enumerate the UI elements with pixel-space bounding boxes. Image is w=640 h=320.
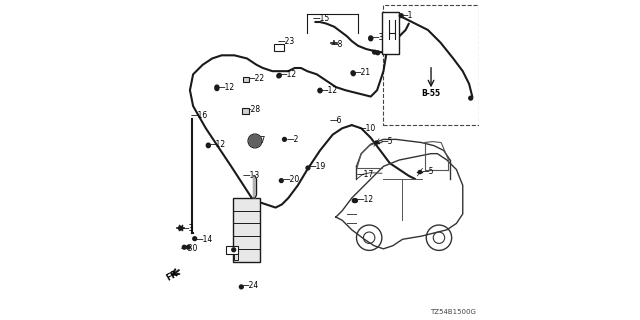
Text: —12: —12 bbox=[321, 86, 338, 95]
Bar bbox=[234, 254, 238, 260]
Text: —8: —8 bbox=[331, 40, 344, 49]
Circle shape bbox=[232, 248, 236, 252]
Polygon shape bbox=[253, 176, 257, 198]
Text: —20: —20 bbox=[283, 175, 300, 184]
Circle shape bbox=[239, 285, 243, 289]
Circle shape bbox=[215, 85, 219, 89]
Text: TZ54B1500G: TZ54B1500G bbox=[429, 309, 476, 316]
Text: —12: —12 bbox=[280, 70, 297, 79]
Text: FR.: FR. bbox=[164, 267, 182, 283]
Circle shape bbox=[207, 144, 211, 148]
Circle shape bbox=[306, 166, 310, 170]
Circle shape bbox=[376, 51, 380, 55]
Bar bbox=[274, 44, 284, 51]
Text: —10: —10 bbox=[359, 124, 376, 133]
Text: —5: —5 bbox=[422, 167, 434, 176]
Circle shape bbox=[318, 88, 322, 92]
Circle shape bbox=[215, 87, 219, 91]
Circle shape bbox=[278, 73, 282, 77]
Circle shape bbox=[283, 138, 286, 141]
Text: —31: —31 bbox=[372, 33, 389, 42]
Circle shape bbox=[249, 135, 260, 147]
Circle shape bbox=[351, 71, 355, 75]
Text: —11: —11 bbox=[236, 254, 253, 263]
Text: —28: —28 bbox=[244, 105, 261, 114]
Circle shape bbox=[193, 237, 196, 241]
Text: —15: —15 bbox=[313, 14, 330, 23]
Circle shape bbox=[468, 96, 472, 100]
Text: —4: —4 bbox=[236, 244, 248, 253]
Circle shape bbox=[354, 199, 357, 203]
Circle shape bbox=[375, 141, 378, 144]
Circle shape bbox=[182, 245, 186, 249]
Text: B-55: B-55 bbox=[421, 89, 440, 98]
Text: —17: —17 bbox=[357, 171, 374, 180]
FancyBboxPatch shape bbox=[382, 12, 399, 54]
Text: —1: —1 bbox=[401, 11, 413, 20]
Circle shape bbox=[369, 37, 372, 41]
Circle shape bbox=[351, 72, 355, 76]
Circle shape bbox=[207, 143, 211, 147]
Circle shape bbox=[318, 89, 322, 93]
Circle shape bbox=[353, 199, 356, 203]
Circle shape bbox=[372, 50, 376, 54]
Text: —22: —22 bbox=[248, 74, 265, 83]
Circle shape bbox=[280, 179, 284, 182]
Text: —14: —14 bbox=[195, 235, 212, 244]
Text: —13: —13 bbox=[243, 172, 260, 180]
Text: —30: —30 bbox=[180, 244, 198, 253]
Bar bbox=[233, 198, 260, 261]
Text: —12: —12 bbox=[218, 83, 235, 92]
Bar bbox=[243, 76, 249, 82]
Text: —16: —16 bbox=[191, 111, 208, 120]
Bar bbox=[383, 4, 479, 125]
Text: —2: —2 bbox=[287, 135, 299, 144]
Text: —5: —5 bbox=[380, 137, 393, 146]
Text: —19: —19 bbox=[309, 162, 326, 171]
Text: —6: —6 bbox=[330, 116, 342, 125]
Text: —29: —29 bbox=[376, 48, 394, 57]
Text: —26: —26 bbox=[227, 243, 244, 252]
Bar bbox=[243, 108, 248, 114]
Bar bbox=[227, 246, 237, 253]
Circle shape bbox=[369, 36, 372, 40]
Circle shape bbox=[419, 171, 422, 174]
Circle shape bbox=[399, 14, 403, 18]
Circle shape bbox=[179, 226, 182, 230]
Text: —23: —23 bbox=[277, 37, 294, 46]
Text: —12: —12 bbox=[356, 195, 374, 204]
Circle shape bbox=[186, 245, 190, 249]
Text: —3: —3 bbox=[181, 224, 194, 233]
Text: —24: —24 bbox=[242, 281, 259, 291]
Circle shape bbox=[277, 74, 281, 78]
Text: —27: —27 bbox=[248, 136, 266, 145]
Text: —12: —12 bbox=[209, 140, 226, 149]
Text: —21: —21 bbox=[354, 68, 371, 77]
